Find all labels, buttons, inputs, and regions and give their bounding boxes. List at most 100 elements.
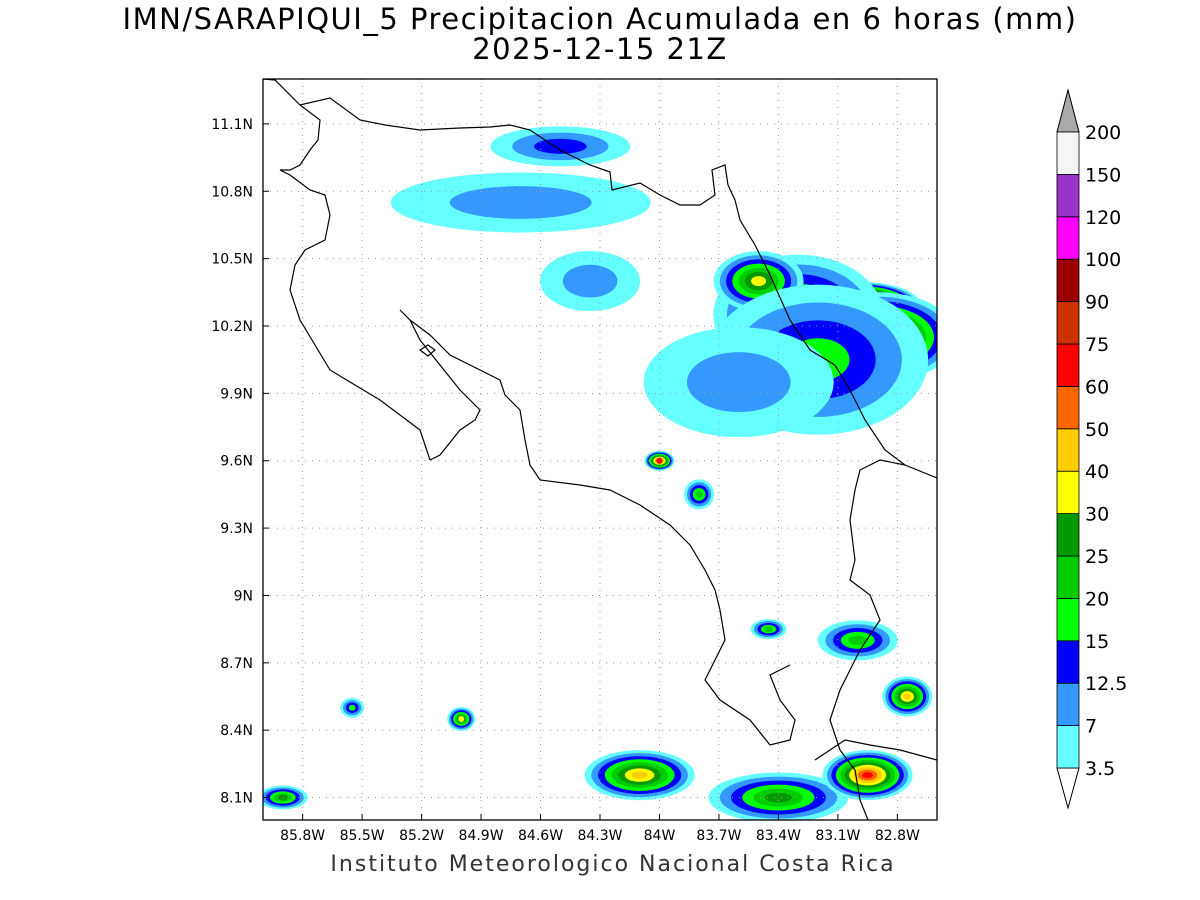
- precip-contour: [534, 138, 587, 154]
- colorbar-label: 15: [1085, 631, 1109, 653]
- lat-tick-label: 9N: [234, 588, 253, 604]
- precip-contour: [848, 635, 867, 645]
- colorbar-swatch: [1056, 640, 1080, 684]
- precip-contour: [764, 626, 773, 633]
- colorbar-label: 50: [1085, 419, 1109, 441]
- nicoya-gulf-island: [418, 344, 436, 357]
- precip-contour: [903, 693, 911, 700]
- colorbar-label: 200: [1085, 122, 1121, 144]
- precip-cell: [390, 172, 651, 233]
- colorbar-min-triangle: [1056, 767, 1080, 810]
- lat-tick-label: 11.1N: [211, 117, 253, 133]
- precip-cell: [708, 772, 849, 820]
- lon-tick-label: 83.7W: [696, 828, 741, 844]
- precip-contour: [751, 276, 767, 287]
- colorbar-label: 60: [1085, 376, 1109, 398]
- precip-contour: [631, 771, 648, 779]
- precip-cell: [447, 706, 476, 731]
- caribbean-coastline: [263, 79, 937, 479]
- colorbar-label: 30: [1085, 504, 1109, 526]
- pacific-coastline-nicoya: [399, 309, 796, 746]
- colorbar-label: 12.5: [1085, 673, 1127, 695]
- lat-tick-label: 9.3N: [220, 521, 253, 537]
- colorbar-label: 100: [1085, 249, 1121, 271]
- precip-cell: [584, 750, 695, 801]
- precip-cell: [750, 619, 787, 640]
- colorbar-legend: 3.5 7 12.5 15 20 25 30 40 50 60 75 90 100 120 150 200: [1056, 88, 1127, 810]
- lon-tick-label: 84.3W: [577, 828, 622, 844]
- colorbar-max-triangle: [1056, 88, 1080, 133]
- coastlines-borders: [263, 79, 937, 820]
- axis-labels: 11.1N 10.8N 10.5N 10.2N 9.9N 9.6N 9.3N 9N 8.7N 8.…: [211, 117, 920, 844]
- colorbar-label: 7: [1085, 716, 1097, 738]
- precip-cell: [643, 327, 834, 438]
- precip-contour: [348, 704, 356, 711]
- lat-tick-label: 10.5N: [211, 252, 253, 268]
- precip-contour: [449, 186, 592, 219]
- precip-contour: [764, 792, 792, 803]
- lon-tick-label: 83.4W: [756, 828, 801, 844]
- precip-cell: [490, 126, 631, 167]
- lon-tick-label: 83.1W: [815, 828, 860, 844]
- colorbar-swatch: [1056, 725, 1080, 769]
- lat-tick-label: 10.2N: [211, 319, 253, 335]
- colorbar-swatch: [1056, 385, 1080, 430]
- colorbar-swatch: [1056, 258, 1080, 303]
- lon-tick-label: 85.8W: [280, 828, 325, 844]
- lon-tick-label: 84W: [644, 828, 676, 844]
- lat-tick-label: 8.7N: [220, 656, 253, 672]
- colorbar-label: 20: [1085, 588, 1109, 610]
- colorbar-swatch: [1056, 216, 1080, 260]
- precip-cell: [644, 450, 675, 471]
- nicaragua-border: [279, 104, 431, 461]
- colorbar-label: 90: [1085, 292, 1109, 314]
- precip-cell: [540, 251, 641, 312]
- colorbar-swatch: [1056, 555, 1080, 599]
- panama-border: [829, 459, 906, 820]
- lat-tick-label: 10.8N: [211, 184, 253, 200]
- precip-contour: [277, 794, 288, 801]
- colorbar-label: 40: [1085, 461, 1109, 483]
- precip-contour: [695, 490, 703, 498]
- colorbar-swatch: [1056, 470, 1080, 515]
- colorbar-label: 120: [1085, 207, 1121, 229]
- colorbar-swatch: [1056, 513, 1080, 557]
- lon-tick-label: 82.8W: [875, 828, 920, 844]
- colorbar-swatch: [1056, 343, 1080, 387]
- precip-cell: [822, 750, 913, 801]
- precip-cell: [263, 785, 308, 810]
- precip-contour: [656, 457, 663, 464]
- precip-cell: [882, 676, 933, 717]
- colorbar-swatch: [1056, 598, 1080, 642]
- panama-coast: [814, 739, 937, 761]
- precip-cell: [684, 479, 715, 510]
- lat-tick-label: 9.9N: [220, 386, 253, 402]
- colorbar-swatch: [1056, 682, 1080, 727]
- lon-tick-label: 85.5W: [340, 828, 385, 844]
- precip-cell: [340, 697, 365, 718]
- colorbar-swatch: [1056, 173, 1080, 218]
- grid-lines: [263, 79, 937, 820]
- chart-title: IMN/SARAPIQUI_5 Precipitacion Acumulada …: [122, 2, 1078, 36]
- lat-tick-label: 8.4N: [220, 723, 253, 739]
- colorbar-label: 25: [1085, 546, 1109, 568]
- colorbar-label: 75: [1085, 334, 1109, 356]
- lon-tick-label: 84.9W: [459, 828, 504, 844]
- colorbar-swatch: [1056, 301, 1080, 345]
- precip-contour: [458, 715, 465, 722]
- precip-contour: [562, 264, 618, 298]
- precip-contour: [862, 772, 873, 779]
- colorbar-swatch: [1056, 131, 1080, 175]
- colorbar-label: 3.5: [1085, 758, 1115, 780]
- colorbar-swatch: [1056, 428, 1080, 472]
- lat-tick-label: 9.6N: [220, 454, 253, 470]
- lon-tick-label: 85.2W: [399, 828, 444, 844]
- precip-contour: [686, 352, 791, 413]
- chart-subtitle-date: 2025-12-15 21Z: [472, 32, 728, 66]
- lat-tick-label: 8.1N: [220, 791, 253, 807]
- precipitation-shading: [263, 126, 937, 820]
- footer-credit: Instituto Meteorologico Nacional Costa R…: [330, 852, 896, 877]
- lon-tick-label: 84.6W: [518, 828, 563, 844]
- colorbar-label: 150: [1085, 164, 1121, 186]
